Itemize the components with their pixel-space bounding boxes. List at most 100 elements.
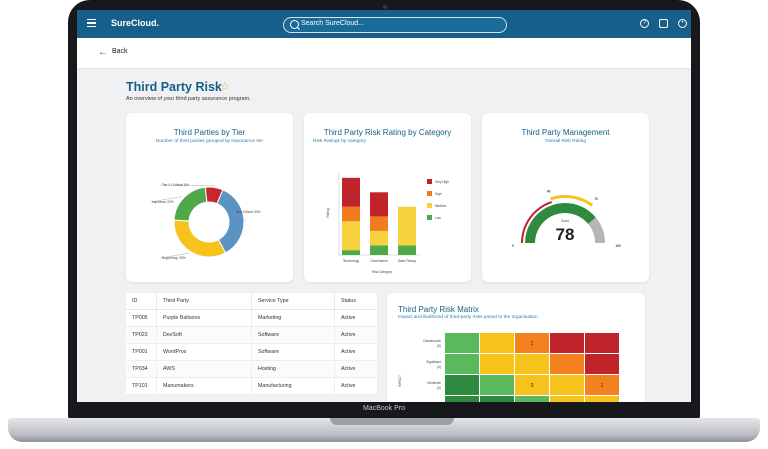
cell-third-party: WordPros — [156, 343, 252, 361]
tier-card-subtitle: Number of third parties grouped by impor… — [155, 139, 264, 144]
donut-label: Important: 22% — [152, 200, 174, 204]
x-tick-label: Data Privacy — [398, 259, 416, 263]
column-header[interactable]: ID — [126, 293, 157, 310]
matrix-cell[interactable] — [445, 333, 479, 353]
category-bar-chart: Technology Governance Data Privacy Risk Cat… — [326, 173, 449, 274]
inbox-icon[interactable] — [659, 19, 668, 28]
matrix-cell[interactable] — [585, 375, 619, 395]
cell-third-party: Purple Balloons — [156, 309, 252, 327]
gauge-status-label: Good — [561, 219, 569, 223]
category-card-title: Third Party Risk Rating by Category — [323, 128, 452, 137]
back-bar: ← Back — [77, 38, 691, 69]
gauge-band-outer — [521, 201, 553, 243]
matrix-cell[interactable] — [445, 396, 479, 402]
matrix-cell[interactable] — [585, 396, 619, 402]
gauge-tick-label: 0 — [512, 244, 514, 248]
table-row[interactable]: TP101 Manumakers Manufacturing Active — [126, 377, 378, 395]
management-card: Third Party Management Overall Risk Rati… — [482, 113, 649, 282]
cell-status: Active — [334, 326, 378, 344]
gauge-remaining — [588, 217, 605, 243]
help-icon[interactable]: ? — [640, 19, 649, 28]
x-axis-title: Risk Category — [372, 270, 392, 274]
donut-slice[interactable] — [204, 186, 224, 205]
bar-segment[interactable] — [370, 230, 388, 246]
cell-service-type: Software — [251, 343, 335, 361]
matrix-cell[interactable] — [550, 375, 584, 395]
legend-label: Very High — [435, 180, 449, 184]
matrix-cell[interactable] — [445, 375, 479, 395]
bar-segment[interactable] — [342, 250, 360, 255]
table-row[interactable]: TP001 WordPros Software Active — [126, 343, 378, 361]
cell-service-type: Marketing — [251, 309, 335, 327]
column-header[interactable]: Third Party — [156, 293, 252, 310]
laptop-base — [8, 418, 760, 442]
column-header[interactable]: Service Type — [251, 293, 335, 310]
management-card-title: Third Party Management — [521, 128, 610, 137]
app-logo[interactable]: SureCloud. — [111, 18, 160, 28]
matrix-card-subtitle: Impact and likelihood of third-party ris… — [398, 315, 538, 320]
matrix-cell[interactable] — [480, 333, 514, 353]
table-header-row: ID Third Party Service Type Status — [126, 293, 378, 310]
bar-segment[interactable] — [342, 221, 360, 251]
bar-segment[interactable] — [398, 206, 416, 246]
table-row[interactable]: TP005 Purple Balloons Marketing Active — [126, 309, 378, 327]
bar-segment[interactable] — [370, 245, 388, 255]
cell-service-type: Manufacturing — [251, 377, 335, 395]
back-button[interactable]: Back — [112, 48, 128, 55]
search-placeholder: Search SureCloud... — [301, 20, 365, 27]
table-row[interactable]: TP034 AWS Hosting Active — [126, 360, 378, 378]
matrix-cell[interactable] — [445, 354, 479, 374]
arrow-left-icon[interactable]: ← — [98, 47, 108, 58]
matrix-cell[interactable] — [585, 333, 619, 353]
bar-segment[interactable] — [398, 245, 416, 255]
matrix-cell[interactable] — [515, 396, 549, 402]
donut-slice[interactable] — [173, 219, 227, 258]
donut-label: Non-Critical: 35% — [236, 210, 261, 214]
third-party-table: ID Third Party Service Type Status TP005… — [126, 293, 378, 395]
cell-id: TP034 — [126, 360, 157, 378]
menu-icon[interactable] — [87, 19, 96, 28]
bar-segment[interactable] — [342, 177, 360, 207]
risk-matrix: Catastrophic(5) 1 Significant(4) Moderate(3… — [398, 333, 619, 402]
matrix-cell[interactable] — [515, 375, 549, 395]
matrix-cell[interactable] — [480, 375, 514, 395]
column-header[interactable]: Status — [334, 293, 378, 310]
tier-card-title: Third Parties by Tier — [173, 128, 246, 137]
matrix-y-axis-label: IMPACT — [398, 375, 402, 387]
search-input[interactable]: Search SureCloud... — [283, 17, 507, 33]
matrix-card: Third Party Risk Matrix Impact and likel… — [387, 293, 645, 402]
matrix-cell[interactable] — [480, 354, 514, 374]
bar-segment[interactable] — [370, 192, 388, 217]
bar-segment[interactable] — [342, 206, 360, 222]
bar-segment[interactable] — [370, 216, 388, 231]
matrix-cell[interactable] — [550, 333, 584, 353]
matrix-cell[interactable] — [550, 354, 584, 374]
cell-id: TP101 — [126, 377, 157, 395]
cell-id: TP005 — [126, 309, 157, 327]
matrix-cell[interactable] — [480, 396, 514, 402]
matrix-cell[interactable] — [585, 354, 619, 374]
category-card-subtitle: Risk Ratings by category — [313, 139, 367, 144]
cell-status: Active — [334, 309, 378, 327]
matrix-cell[interactable] — [515, 333, 549, 353]
gauge-value-fill — [582, 210, 596, 224]
cell-service-type: Software — [251, 326, 335, 344]
table-row[interactable]: TP023 DevSoft Software Active — [126, 326, 378, 344]
donut-slice[interactable] — [173, 186, 208, 222]
star-icon[interactable]: ☆ — [220, 81, 230, 93]
legend-label: Medium — [435, 204, 447, 208]
management-card-subtitle: Overall Risk Rating — [544, 139, 587, 144]
matrix-cell[interactable] — [515, 354, 549, 374]
cell-status: Active — [334, 343, 378, 361]
cell-third-party: Manumakers — [156, 377, 252, 395]
matrix-row-label-level: (3) — [437, 386, 441, 390]
matrix-cell-count: 1 — [531, 341, 534, 347]
matrix-cell-count: 1 — [601, 383, 604, 389]
donut-leader-line — [233, 211, 247, 221]
donut-leader-line — [149, 196, 183, 203]
matrix-cell-count: 3 — [531, 383, 534, 389]
user-icon[interactable]: • — [678, 19, 687, 28]
legend-swatch — [427, 203, 432, 208]
matrix-cell[interactable] — [550, 396, 584, 402]
cell-id: TP023 — [126, 326, 157, 344]
